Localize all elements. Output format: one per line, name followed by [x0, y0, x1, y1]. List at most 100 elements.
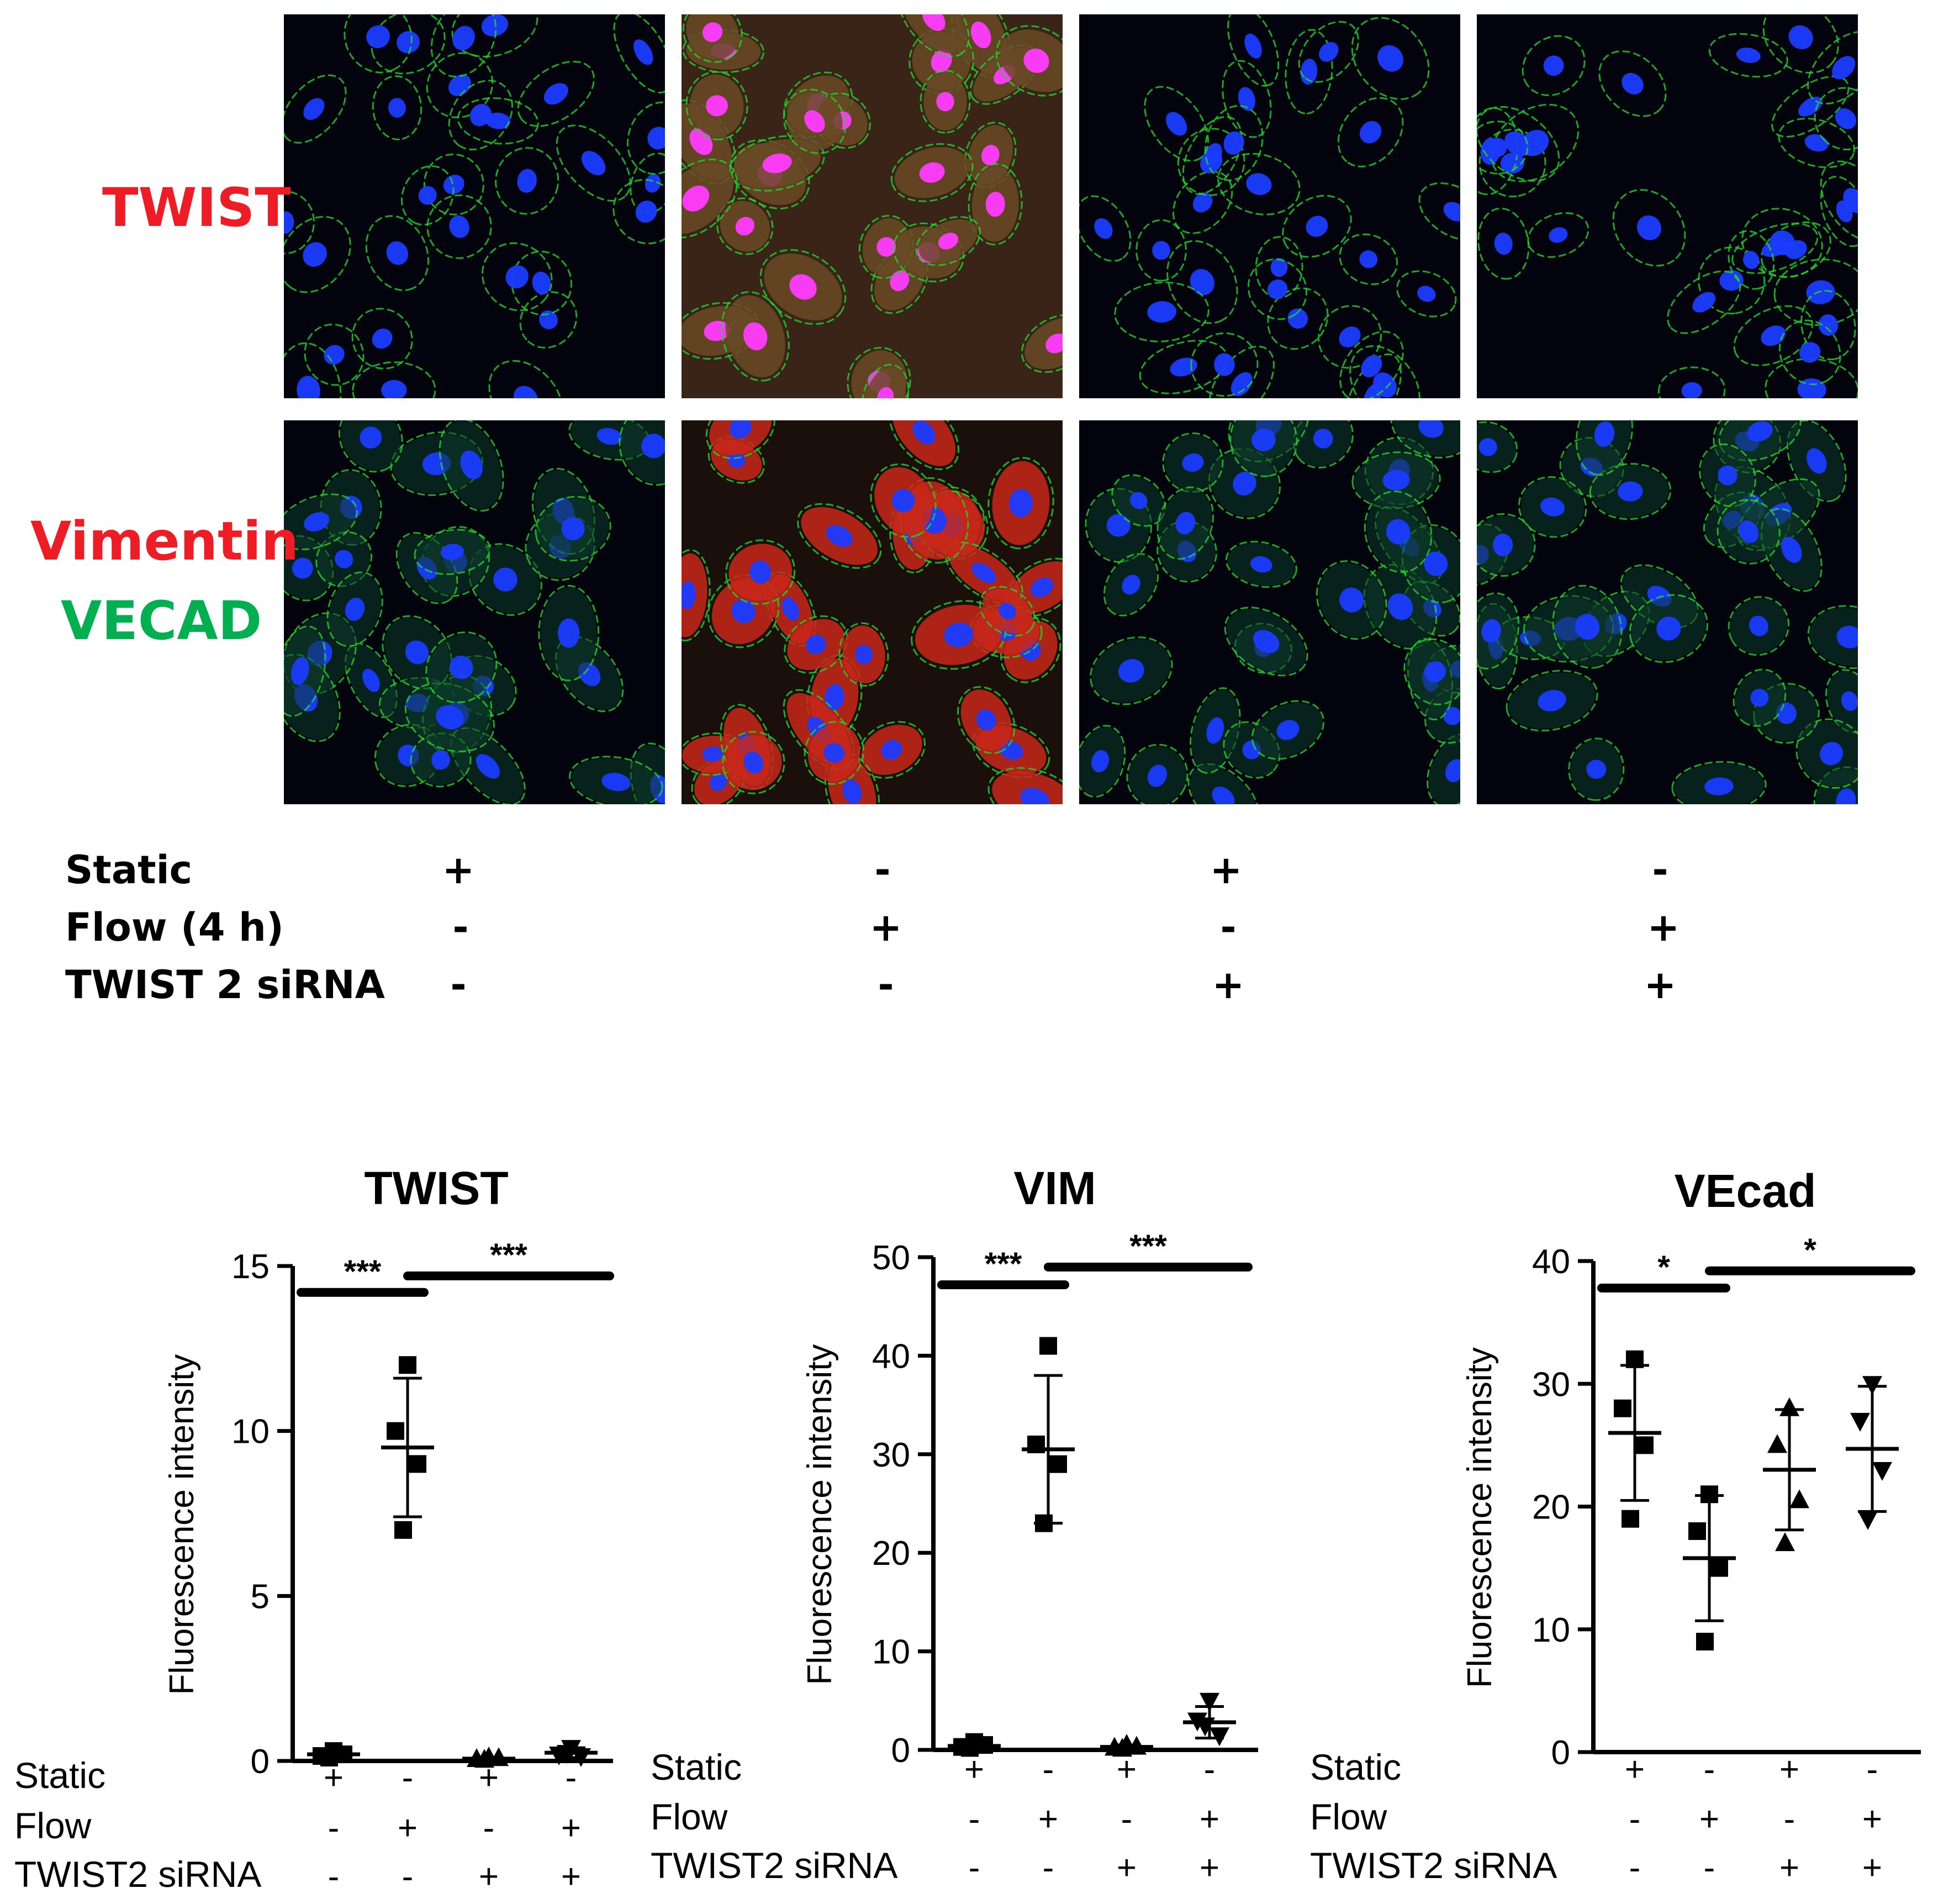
condition-sign: + — [1644, 962, 1677, 1008]
y-tick-label: 0 — [891, 1732, 910, 1770]
condition-label-sirna: TWIST 2 siRNA — [65, 962, 385, 1008]
condition-sign: - — [1220, 905, 1237, 950]
y-tick-label: 40 — [872, 1337, 910, 1375]
condition-sign: + — [1625, 1750, 1645, 1789]
data-point — [1858, 1511, 1878, 1530]
micrograph-twist-static — [284, 14, 665, 398]
data-point — [399, 1356, 416, 1374]
condition-sign: - — [1121, 1800, 1133, 1838]
data-point — [1622, 1510, 1639, 1528]
condition-sign: + — [479, 1858, 499, 1896]
chart-vim: VIM Fluorescence intensity 0 10 20 30 40 50 *** *… — [651, 1162, 1258, 1887]
condition-sign: - — [1629, 1849, 1641, 1887]
data-point — [1636, 1436, 1654, 1454]
significance-label: *** — [490, 1237, 527, 1273]
condition-sign: + — [1210, 847, 1243, 893]
micrograph-twist-flow — [682, 14, 1063, 398]
y-tick-label: 30 — [1532, 1365, 1570, 1404]
y-axis-label: Fluorescence intensity — [1461, 1347, 1499, 1688]
y-tick-label: 5 — [251, 1578, 270, 1616]
data-point — [1200, 1692, 1219, 1712]
chart-title: VEcad — [1675, 1165, 1816, 1217]
condition-sign: - — [566, 1759, 577, 1797]
chart-vecad: VEcad Fluorescence intensity 0 10 20 30 40 * * St… — [1310, 1165, 1921, 1887]
row-label-twist: TWIST — [102, 177, 291, 239]
data-point — [409, 1455, 426, 1473]
data-point — [1767, 1434, 1787, 1453]
condition-label-flow: Flow (4 h) — [65, 905, 284, 950]
condition-sign: + — [1779, 1849, 1799, 1887]
condition-sign: + — [1117, 1750, 1137, 1789]
condition-sign: - — [874, 847, 891, 893]
y-tick-label: 40 — [1532, 1243, 1570, 1281]
micrograph-vimentin-static — [284, 420, 665, 804]
condition-sign: - — [452, 905, 469, 950]
condition-sign: + — [1212, 962, 1245, 1008]
condition-sign: + — [398, 1809, 418, 1847]
significance-label: * — [1657, 1249, 1670, 1285]
condition-sign: + — [1117, 1849, 1137, 1887]
data-point — [1696, 1632, 1714, 1650]
condition-sign: + — [869, 905, 902, 950]
y-tick-label: 50 — [872, 1239, 910, 1277]
data-point — [1688, 1522, 1706, 1540]
condition-sign: + — [1200, 1800, 1219, 1838]
condition-label: Static — [14, 1755, 105, 1796]
data-point — [1614, 1399, 1631, 1417]
condition-sign: - — [1867, 1750, 1878, 1789]
condition-label: TWIST2 siRNA — [651, 1845, 897, 1886]
micrograph-vimentin-static-sirna — [1079, 420, 1460, 804]
condition-sign: + — [442, 847, 475, 893]
y-axis-label: Fluorescence intensity — [163, 1354, 201, 1695]
significance-label: *** — [344, 1254, 382, 1290]
significance-label: *** — [985, 1246, 1022, 1282]
significance-label: *** — [1129, 1228, 1167, 1264]
condition-sign: + — [1862, 1849, 1882, 1887]
condition-sign: + — [1038, 1800, 1058, 1838]
micrograph-vimentin-flow — [682, 420, 1063, 804]
chart-title: VIM — [1013, 1162, 1096, 1214]
data-point — [1779, 1397, 1799, 1416]
condition-sign: - — [969, 1800, 980, 1838]
condition-sign: + — [1779, 1750, 1799, 1789]
data-point — [1710, 1559, 1728, 1577]
data-point — [394, 1521, 412, 1539]
condition-sign: - — [328, 1858, 340, 1896]
data-point — [1049, 1455, 1067, 1473]
condition-label: Static — [1310, 1747, 1401, 1787]
condition-sign: - — [1652, 847, 1668, 893]
condition-label: TWIST2 siRNA — [14, 1854, 261, 1895]
condition-sign: - — [483, 1809, 495, 1847]
data-point — [1039, 1337, 1057, 1355]
condition-sign: - — [1704, 1750, 1715, 1789]
condition-sign: - — [450, 962, 467, 1008]
condition-sign: - — [1704, 1849, 1715, 1887]
condition-sign: + — [479, 1759, 499, 1797]
condition-sign: + — [561, 1858, 581, 1896]
y-tick-label: 10 — [1532, 1611, 1570, 1649]
row-label-vecad: VECAD — [61, 590, 262, 652]
y-tick-label: 10 — [872, 1633, 910, 1671]
condition-sign: - — [402, 1759, 414, 1797]
y-tick-label: 10 — [231, 1413, 270, 1451]
y-tick-label: 20 — [872, 1534, 910, 1573]
significance-label: * — [1804, 1232, 1816, 1268]
data-point — [1850, 1412, 1870, 1432]
condition-sign: - — [969, 1849, 980, 1887]
data-point — [1789, 1489, 1809, 1509]
condition-sign: - — [878, 962, 894, 1008]
condition-label: Flow — [14, 1805, 92, 1846]
condition-sign: - — [1204, 1750, 1216, 1789]
y-tick-label: 0 — [251, 1743, 270, 1781]
condition-sign: + — [561, 1809, 581, 1847]
condition-label: TWIST2 siRNA — [1310, 1845, 1557, 1886]
condition-sign: - — [1043, 1849, 1054, 1887]
y-tick-label: 30 — [872, 1436, 910, 1474]
data-point — [1775, 1532, 1795, 1552]
condition-sign: - — [1784, 1800, 1795, 1838]
condition-sign: + — [1200, 1849, 1219, 1887]
data-point — [1872, 1462, 1892, 1481]
condition-label: Flow — [651, 1796, 728, 1837]
row-label-vimentin: Vimentin — [30, 510, 299, 572]
